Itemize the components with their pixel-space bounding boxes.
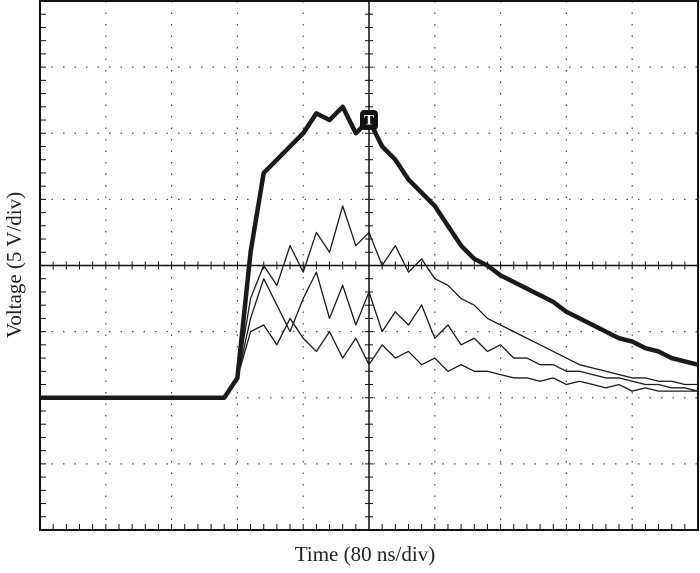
y-axis-label: Voltage (5 V/div) [2,192,26,338]
trigger-marker [360,110,378,131]
x-axis-label: Time (80 ns/div) [295,542,435,566]
annotation: T [364,112,374,128]
